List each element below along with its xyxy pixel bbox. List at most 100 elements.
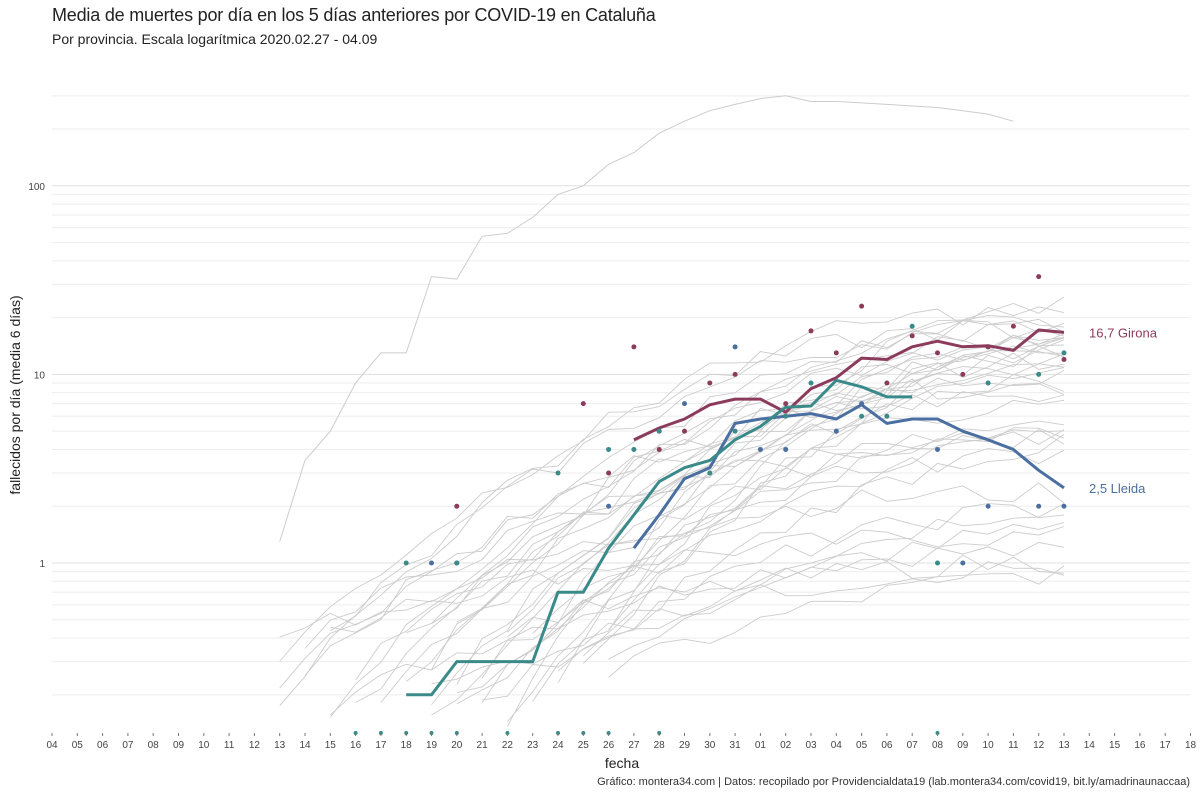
series-point: [429, 560, 434, 566]
x-tick-label: 07: [122, 740, 134, 751]
x-tick-label: 04: [46, 740, 58, 751]
background-series-line: [279, 95, 1014, 542]
series-point: [732, 428, 738, 434]
x-tick-label: 10: [198, 740, 210, 751]
series-point: [580, 401, 586, 407]
x-tick-label: 14: [1084, 740, 1096, 751]
x-tick-label: 31: [730, 740, 742, 751]
series-point: [884, 380, 890, 386]
series-point: [555, 470, 561, 476]
x-tick-label: 27: [628, 740, 640, 751]
series-line: [633, 328, 1065, 442]
chart-subtitle: Por provincia. Escala logarítmica 2020.0…: [52, 31, 378, 47]
x-tick-label: 11: [1008, 740, 1019, 751]
x-tick-label: 13: [274, 740, 286, 751]
x-tick-label: 12: [249, 740, 261, 751]
background-series-line: [355, 370, 1065, 703]
background-series-line: [304, 429, 1065, 649]
series-point: [1036, 371, 1042, 377]
background-series-line: [608, 367, 1065, 630]
background-series-line: [582, 339, 1065, 664]
series-point: [1010, 323, 1016, 329]
series-point: [859, 413, 865, 419]
series-point: [656, 446, 662, 452]
x-tick-label: 04: [831, 740, 843, 751]
x-tick-label: 09: [957, 740, 969, 751]
x-tick-label: 16: [1134, 740, 1146, 751]
x-tick-label: 06: [881, 740, 893, 751]
series-point: [985, 344, 991, 350]
series-point: [656, 428, 662, 434]
background-series-line: [329, 541, 1065, 716]
series-line: [632, 403, 1065, 550]
x-tick-label: 17: [1160, 740, 1172, 751]
background-series-line: [279, 318, 1065, 662]
x-tick-label: 15: [1109, 740, 1121, 751]
series-point: [403, 560, 409, 566]
series-point: [1061, 350, 1067, 356]
series-line: [406, 378, 913, 697]
background-series-line: [481, 427, 1065, 679]
background-series-line: [456, 428, 1065, 623]
background-series-line: [406, 337, 1065, 634]
series-point: [783, 446, 789, 452]
series-point: [606, 470, 612, 476]
series-point: [783, 413, 789, 419]
series-point: [909, 333, 915, 339]
background-series-line: [431, 373, 1065, 716]
series-point: [960, 371, 966, 377]
background-series-line: [330, 482, 1065, 633]
x-tick-label: 26: [603, 740, 615, 751]
x-tick-label: 30: [704, 740, 716, 751]
background-series-line: [431, 352, 1065, 705]
background-series-line: [456, 420, 1065, 705]
background-series-line: [431, 561, 1065, 685]
series-point: [884, 413, 890, 419]
background-series-line: [279, 306, 1065, 706]
y-tick-label: 100: [28, 182, 45, 193]
x-tick-label: 11: [224, 740, 235, 751]
series-point: [757, 446, 763, 452]
x-tick-label: 18: [401, 740, 413, 751]
x-tick-label: 18: [1185, 740, 1197, 751]
series-point: [985, 503, 991, 509]
x-tick-label: 07: [907, 740, 919, 751]
x-tick-label: 23: [527, 740, 539, 751]
series-end-label: 2,5 Lleida: [1089, 481, 1146, 496]
background-series-line: [279, 526, 1065, 638]
background-series-line: [456, 448, 1065, 694]
background-series-line: [557, 333, 1065, 684]
x-tick-label: 15: [325, 740, 337, 751]
series-point: [833, 428, 839, 434]
x-tick-label: 29: [679, 740, 691, 751]
background-series-line: [329, 320, 1065, 718]
series-point: [833, 350, 839, 356]
chart-title: Media de muertes por día en los 5 días a…: [52, 5, 656, 25]
background-series-line: [507, 554, 1065, 638]
series-point: [682, 401, 687, 407]
series-point: [985, 380, 991, 386]
background-series-line: [582, 433, 1065, 657]
background-series-line: [279, 391, 1065, 689]
background-series-line: [532, 353, 1065, 702]
series-point: [859, 303, 865, 309]
x-tick-label: 01: [755, 740, 767, 751]
series-point: [707, 470, 713, 476]
x-tick-label: 25: [578, 740, 590, 751]
series-end-label: 16,7 Girona: [1089, 325, 1158, 340]
series-point: [707, 380, 713, 386]
x-tick-label: 10: [983, 740, 995, 751]
series-point: [631, 344, 637, 350]
x-tick-label: 12: [1033, 740, 1045, 751]
y-tick-label: 10: [34, 370, 46, 381]
data-points: [353, 274, 1067, 735]
series-point: [682, 428, 687, 434]
series-point: [1061, 503, 1067, 509]
x-tick-label: 14: [299, 740, 311, 751]
background-series-line: [557, 522, 1065, 672]
series-point: [935, 560, 940, 566]
x-tick-label: 03: [805, 740, 817, 751]
series-point: [1036, 503, 1042, 509]
series-point: [1061, 356, 1067, 362]
